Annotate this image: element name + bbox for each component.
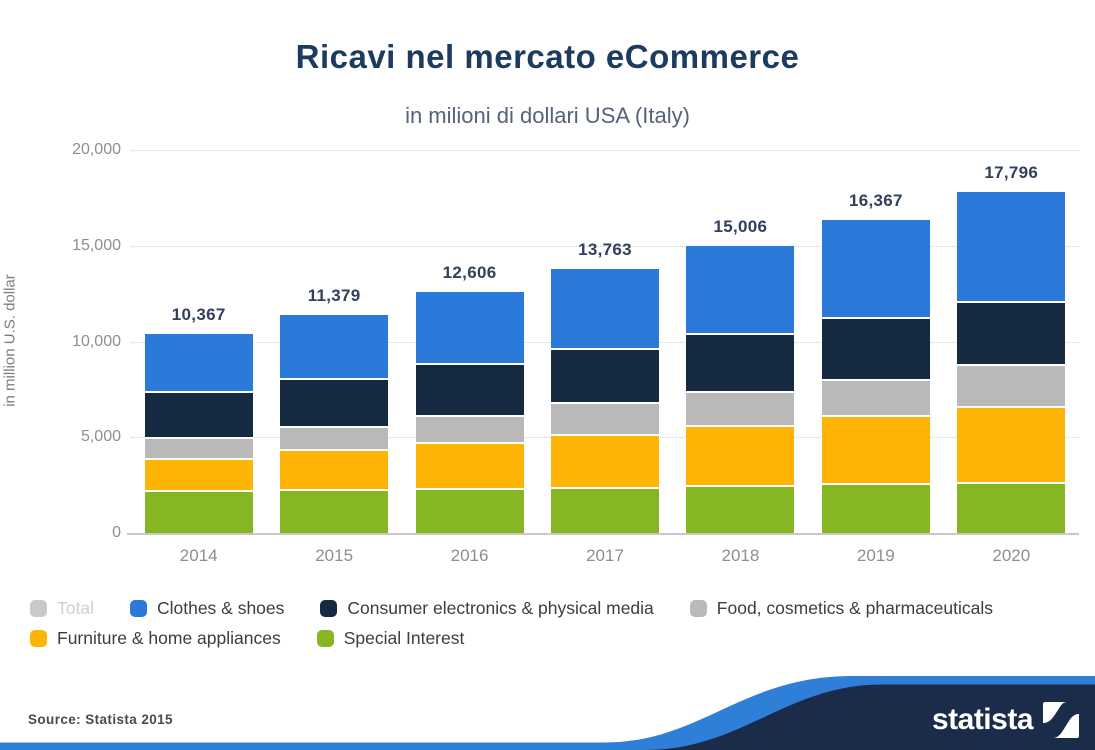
bar-segment[interactable] [686, 390, 795, 425]
bar-segment[interactable] [551, 433, 659, 487]
legend-item[interactable]: Consumer electronics & physical media [320, 598, 654, 619]
bar-segment[interactable] [821, 483, 930, 533]
bar-segment[interactable] [415, 414, 524, 442]
legend-item[interactable]: Total [30, 598, 94, 619]
statista-logo: statista [932, 702, 1079, 738]
y-tick-label: 0 [112, 524, 121, 541]
bar-segment[interactable] [551, 402, 659, 434]
legend-item[interactable]: Furniture & home appliances [30, 628, 281, 649]
bar-segment[interactable] [144, 490, 253, 533]
bar-segment[interactable] [280, 425, 389, 450]
legend-label: Clothes & shoes [156, 598, 285, 618]
bar-segment[interactable] [686, 245, 795, 334]
footer-wave-graphic [0, 676, 1095, 750]
bar-total-label: 11,379 [307, 286, 361, 306]
legend-swatch [320, 600, 338, 617]
bar-segment[interactable] [415, 441, 524, 488]
bar-segment[interactable] [415, 291, 524, 363]
bar-segment[interactable] [144, 390, 253, 437]
bar-segment[interactable] [280, 315, 389, 378]
legend-swatch [30, 600, 47, 617]
gridline-15000 [131, 245, 1079, 247]
x-tick-label-2017: 2017 [586, 546, 624, 565]
y-tick-label: 10,000 [72, 332, 121, 350]
bar-segment[interactable] [686, 424, 795, 486]
bar-segment[interactable] [415, 487, 524, 533]
legend-label: Special Interest [343, 628, 465, 648]
stacked-bar-2016[interactable] [415, 291, 524, 533]
x-tick-label-2018: 2018 [721, 546, 760, 565]
chart-subtitle: in milioni di dollari USA (Italy) [405, 103, 690, 128]
x-tick-label-2015: 2015 [315, 546, 354, 565]
bar-segment[interactable] [821, 379, 930, 415]
chart-title: Ricavi nel mercato eCommerce [295, 38, 800, 75]
bar-segment[interactable] [821, 317, 930, 380]
legend-item[interactable]: Clothes & shoes [129, 598, 285, 619]
bar-segment[interactable] [957, 482, 1066, 533]
stacked-bar-2018[interactable] [686, 245, 795, 533]
bar-segment[interactable] [957, 406, 1066, 483]
statista-wordmark: statista [931, 703, 1034, 736]
legend-label: Furniture & home appliances [57, 628, 281, 648]
legend-label: Consumer electronics & physical media [347, 598, 654, 618]
legend-row-1: Total Clothes & shoes Consumer electronics… [30, 598, 1080, 619]
bar-total-label: 16,367 [848, 190, 903, 210]
bar-total-label: 15,006 [713, 216, 768, 236]
stacked-bar-2015[interactable] [280, 315, 389, 533]
bar-segment[interactable] [957, 192, 1066, 302]
legend-item[interactable]: Special Interest [316, 628, 465, 649]
bar-total-label: 13,763 [578, 240, 632, 260]
y-tick-label: 15,000 [72, 236, 121, 254]
x-tick-label-2020: 2020 [992, 546, 1031, 565]
x-tick-label-2014: 2014 [179, 546, 218, 565]
bar-segment[interactable] [144, 334, 253, 391]
bar-segment[interactable] [821, 414, 930, 484]
bar-segment[interactable] [957, 364, 1066, 407]
bar-total-label: 10,367 [171, 305, 226, 325]
bar-segment[interactable] [957, 301, 1066, 365]
x-axis-line [127, 533, 1079, 535]
legend-swatch [689, 600, 707, 617]
bar-segment[interactable] [821, 219, 930, 318]
wave-navy-body [645, 684, 1095, 750]
legend-item[interactable]: Food, cosmetics & pharmaceuticals [689, 598, 994, 619]
stacked-bar-2019[interactable] [821, 219, 930, 533]
legend-swatch [129, 600, 147, 617]
bar-segment[interactable] [280, 377, 389, 426]
legend-swatch [316, 630, 334, 647]
legend-row-2: Furniture & home appliances Special Inter… [30, 628, 1080, 649]
bar-total-label: 17,796 [984, 163, 1039, 183]
bar-segment[interactable] [686, 485, 795, 533]
bar-total-label: 12,606 [442, 262, 497, 282]
stacked-bar-2017[interactable] [551, 269, 659, 533]
statista-logo-mark [1043, 702, 1079, 738]
bar-segment[interactable] [280, 449, 389, 490]
x-tick-label-2016: 2016 [450, 546, 489, 565]
legend-swatch [30, 630, 47, 647]
bar-segment[interactable] [551, 348, 659, 403]
bar-segment[interactable] [551, 269, 659, 349]
chart-legend: Total Clothes & shoes Consumer electronics… [30, 598, 1080, 658]
bar-segment[interactable] [144, 436, 253, 458]
bar-segment[interactable] [551, 486, 659, 533]
legend-label: Food, cosmetics & pharmaceuticals [716, 598, 994, 618]
source-text: Source: Statista 2015 [28, 712, 173, 727]
bar-segment[interactable] [686, 333, 795, 391]
legend-label: Total [57, 598, 94, 618]
bar-segment[interactable] [280, 489, 389, 533]
gridline-20000 [131, 150, 1079, 151]
y-tick-label: 20,000 [72, 141, 121, 158]
y-tick-label: 5,000 [80, 428, 121, 446]
x-tick-label-2019: 2019 [856, 546, 895, 565]
stacked-bar-2014[interactable] [144, 334, 253, 533]
stacked-bar-2020[interactable] [957, 192, 1066, 533]
bar-segment[interactable] [144, 457, 253, 491]
bar-segment[interactable] [415, 362, 524, 415]
